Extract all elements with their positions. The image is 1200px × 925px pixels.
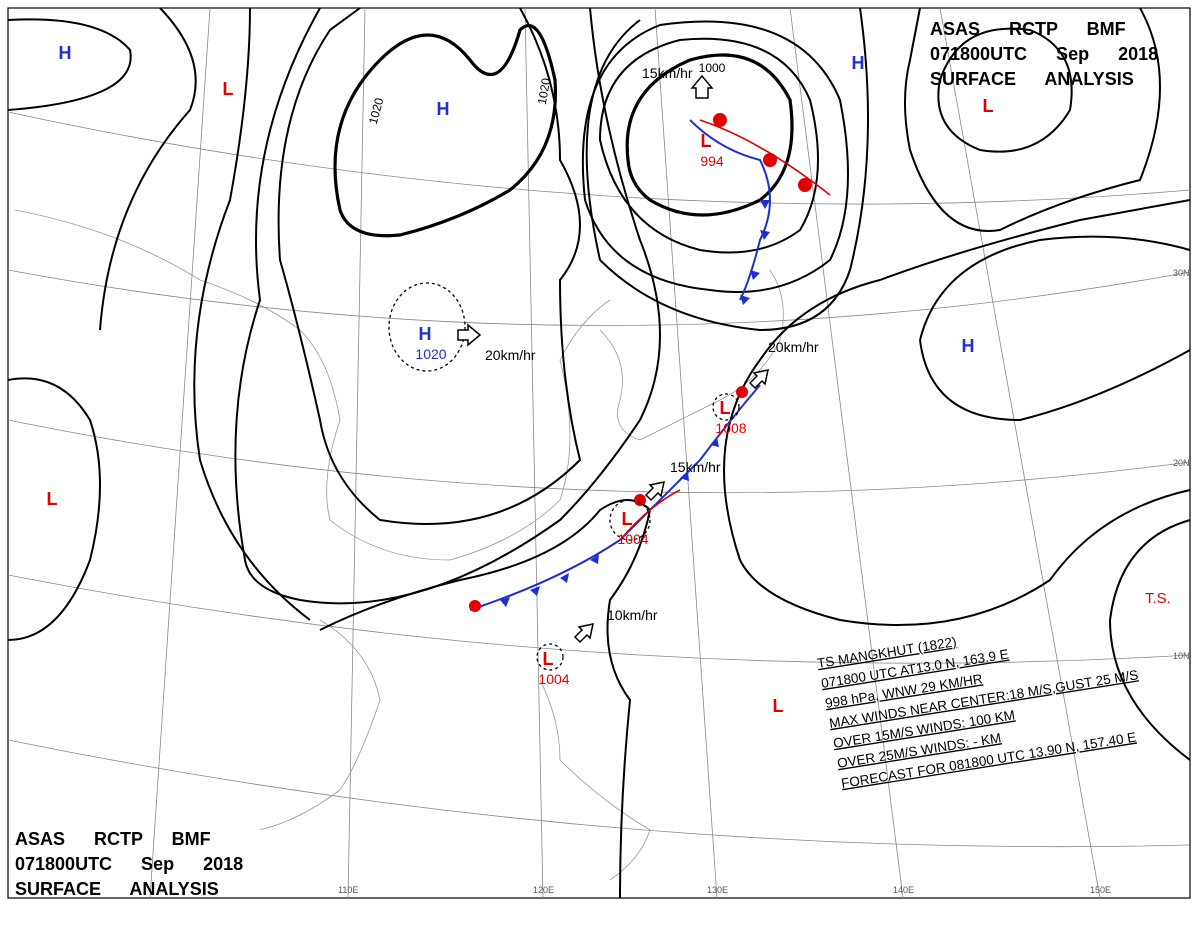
lon-label: 120E <box>533 885 554 895</box>
lat-label: 10N <box>1173 651 1190 661</box>
pressure-symbol: H <box>419 324 432 344</box>
pressure-symbol: L <box>773 696 784 716</box>
motion-label: 15km/hr <box>642 65 693 81</box>
system-circles <box>388 282 740 671</box>
fronts <box>469 113 831 612</box>
pressure-value: 1004 <box>617 531 648 547</box>
header-line: SURFACE ANALYSIS <box>930 69 1134 89</box>
pressure-symbol: L <box>543 649 554 669</box>
motion-label: 20km/hr <box>485 347 536 363</box>
isobar-label: 1000 <box>699 61 726 75</box>
motion-arrows <box>457 74 769 644</box>
pressure-symbol: L <box>720 398 731 418</box>
pressure-symbol: H <box>437 99 450 119</box>
pressure-value: 994 <box>700 153 724 169</box>
pressure-symbol: H <box>852 53 865 73</box>
pressure-symbol: H <box>59 43 72 63</box>
motion-label: 15km/hr <box>670 459 721 475</box>
header-line: 071800UTC Sep 2018 <box>930 44 1158 64</box>
pressure-symbol: L <box>701 131 712 151</box>
lat-label: 20N <box>1173 458 1190 468</box>
lon-label: 110E <box>338 885 358 895</box>
pressure-symbol: H <box>962 336 975 356</box>
pressure-symbol: L <box>223 79 234 99</box>
coastlines <box>14 209 784 881</box>
pressure-value: 1020 <box>415 346 446 362</box>
graticule <box>7 7 1191 899</box>
lat-label: 30N <box>1173 268 1190 278</box>
map-frame <box>7 7 1191 899</box>
isobars <box>7 7 1191 899</box>
lon-label: 150E <box>1090 885 1111 895</box>
motion-label: 10km/hr <box>607 607 658 623</box>
lon-label: 140E <box>893 885 914 895</box>
lon-label: 130E <box>707 885 728 895</box>
pressure-symbol: L <box>622 509 633 529</box>
pressure-value: 1008 <box>715 420 746 436</box>
motion-label: 20km/hr <box>768 339 819 355</box>
pressure-symbol: L <box>983 96 994 116</box>
typhoon-symbol: T.S. <box>1145 590 1171 607</box>
header-line: ASAS RCTP BMF <box>15 829 211 849</box>
isobar-label: 1020 <box>535 77 553 106</box>
isobar-label: 1020 <box>366 96 387 126</box>
header-line: ASAS RCTP BMF <box>930 19 1126 39</box>
header-line: SURFACE ANALYSIS <box>15 879 219 899</box>
pressure-symbol: L <box>47 489 58 509</box>
pressure-value: 1004 <box>538 671 569 687</box>
header-line: 071800UTC Sep 2018 <box>15 854 243 874</box>
